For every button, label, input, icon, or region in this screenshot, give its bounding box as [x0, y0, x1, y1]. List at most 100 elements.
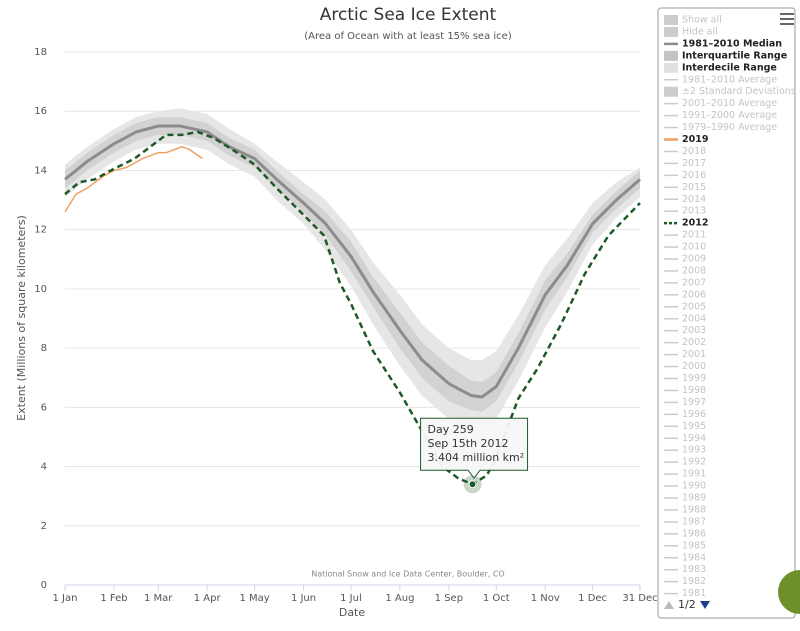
legend-item[interactable]: 2005 [682, 301, 706, 312]
legend-item[interactable]: 2002 [682, 337, 706, 348]
range-band [65, 117, 640, 412]
legend-item[interactable]: 2001–2010 Average [682, 98, 777, 109]
hover-point [468, 480, 477, 489]
series-line [64, 130, 641, 486]
x-tick-label: 1 Jan [53, 593, 78, 604]
legend-item[interactable]: 2013 [682, 206, 706, 217]
y-tick-label: 10 [34, 284, 47, 295]
legend-item[interactable]: 2000 [682, 361, 706, 372]
legend-item[interactable]: 1996 [682, 409, 706, 420]
tooltip-line: 3.404 million km² [428, 451, 525, 464]
series-line [64, 124, 641, 399]
legend-item[interactable]: Interdecile Range [682, 62, 777, 73]
credit: National Snow and Ice Data Center, Bould… [311, 570, 504, 579]
legend-pager[interactable]: 1/2 [664, 598, 710, 611]
chart-title: Arctic Sea Ice Extent [320, 5, 497, 25]
x-tick-label: 1 Sep [435, 593, 463, 604]
x-tick-label: 1 Aug [385, 593, 414, 604]
legend-item[interactable]: 2007 [682, 277, 706, 288]
legend-item[interactable]: 1981–2010 Average [682, 74, 777, 85]
y-tick-label: 8 [41, 343, 47, 354]
legend-item[interactable]: 2018 [682, 146, 706, 157]
legend-item[interactable]: 1997 [682, 397, 706, 408]
legend-item[interactable]: Show all [682, 15, 722, 26]
legend-item[interactable]: 1986 [682, 528, 706, 539]
legend-item[interactable]: 2016 [682, 170, 706, 181]
legend-item[interactable]: 2011 [682, 230, 706, 241]
legend-item[interactable]: 2008 [682, 265, 706, 276]
x-tick-label: 1 Dec [578, 593, 607, 604]
legend-item[interactable]: 2004 [682, 313, 706, 324]
help-button[interactable] [778, 570, 800, 614]
x-tick-label: 1 Mar [144, 593, 173, 604]
legend-swatch [664, 50, 678, 61]
legend-item[interactable]: 1993 [682, 445, 706, 456]
legend-item[interactable]: 1988 [682, 504, 706, 515]
legend-item[interactable]: 2014 [682, 194, 706, 205]
legend-item[interactable]: 1999 [682, 373, 706, 384]
legend-item[interactable]: 2015 [682, 182, 706, 193]
legend-item[interactable]: 2003 [682, 325, 706, 336]
x-tick-label: 31 Dec [622, 593, 657, 604]
legend-item[interactable]: 1989 [682, 493, 706, 504]
plot-area: 0 2 4 6 8 10 12 14 16 18 1 Jan 1 Feb 1 Mar 1 Apr 1 May… [34, 47, 657, 604]
x-tick-label: 1 Jun [291, 593, 316, 604]
y-tick-label: 4 [41, 462, 47, 473]
legend-item[interactable]: 1987 [682, 516, 706, 527]
legend-page: 1/2 [678, 598, 696, 611]
y-tick-label: 18 [34, 47, 47, 58]
legend-item[interactable]: 2019 [682, 134, 708, 145]
tooltip-box [420, 417, 529, 480]
x-tick-label: 1 Oct [483, 593, 510, 604]
y-tick-label: 12 [34, 225, 47, 236]
tooltip-line: Day 259 [428, 423, 474, 436]
menu-icon[interactable] [780, 13, 794, 25]
legend-item[interactable]: 1998 [682, 385, 706, 396]
legend-item[interactable]: 1992 [682, 457, 706, 468]
y-axis-label: Extent (Millions of square kilometers) [15, 215, 28, 421]
legend-item[interactable]: 2010 [682, 242, 706, 253]
legend-swatch [664, 62, 678, 73]
legend-box [657, 7, 796, 619]
chart-subtitle: (Area of Ocean with at least 15% sea ice… [304, 31, 512, 42]
legend-item[interactable]: 2012 [682, 218, 708, 229]
x-axis-label: Date [339, 606, 366, 619]
legend-item[interactable]: 1984 [682, 552, 706, 563]
legend-item[interactable]: 1985 [682, 540, 706, 551]
y-tick-label: 0 [41, 580, 47, 591]
x-tick-label: 1 Apr [194, 593, 222, 604]
x-tick-label: 1 Feb [100, 593, 127, 604]
series-line [64, 146, 203, 213]
legend-item[interactable]: ±2 Standard Deviations [682, 86, 796, 97]
legend-item[interactable]: 1983 [682, 564, 706, 575]
x-tick-label: 1 May [239, 593, 269, 604]
legend-item[interactable]: 1995 [682, 421, 706, 432]
legend-item[interactable]: 1982 [682, 576, 706, 587]
legend-item[interactable]: Hide all [682, 26, 718, 37]
legend-item[interactable]: 1979–1990 Average [682, 122, 777, 133]
legend-item[interactable]: 1990 [682, 481, 706, 492]
x-tick-label: 1 Jul [340, 593, 362, 604]
legend-item[interactable]: 1994 [682, 433, 706, 444]
legend-item[interactable]: 2001 [682, 349, 706, 360]
y-tick-label: 14 [34, 165, 47, 176]
legend-item[interactable]: 2006 [682, 289, 706, 300]
tooltip-line: Sep 15th 2012 [428, 437, 509, 450]
legend-item[interactable]: 1981 [682, 588, 706, 599]
legend-item[interactable]: 1991 [682, 469, 706, 480]
legend-swatch [664, 15, 678, 25]
y-tick-label: 6 [41, 402, 47, 413]
legend-item[interactable]: 2009 [682, 254, 706, 265]
legend-item[interactable]: 2017 [682, 158, 706, 169]
legend-item[interactable]: 1991–2000 Average [682, 110, 777, 121]
legend-item[interactable]: 1981–2010 Median [682, 38, 782, 49]
y-tick-label: 2 [41, 521, 47, 532]
legend-swatch [664, 86, 678, 97]
legend-swatch [664, 26, 678, 37]
y-tick-label: 16 [34, 106, 47, 117]
legend-item[interactable]: Interquartile Range [682, 50, 787, 61]
x-tick-label: 1 Nov [531, 593, 560, 604]
